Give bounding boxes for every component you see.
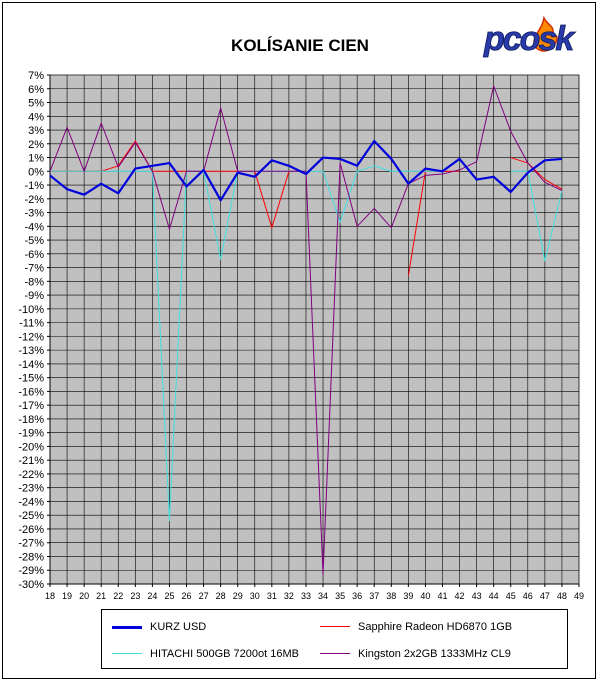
x-tick-label: 37 xyxy=(369,591,379,601)
x-axis-ticks: 18 19 20 21 22 23 24 25 26 27 28 29 30 31 32 33 34 35 36 37… xyxy=(45,584,584,601)
y-tick-label: -2% xyxy=(24,194,44,206)
y-tick-label: -1% xyxy=(24,180,44,192)
axes xyxy=(49,75,579,585)
x-tick-label: 21 xyxy=(96,591,106,601)
x-tick-label: 39 xyxy=(403,591,413,601)
x-tick-label: 46 xyxy=(523,591,533,601)
y-tick-label: 0% xyxy=(28,166,44,178)
x-tick-label: 29 xyxy=(233,591,243,601)
y-tick-label: -28% xyxy=(18,551,44,563)
pcosk-logo: pcosk xyxy=(483,15,579,58)
y-tick-label: -16% xyxy=(18,386,44,398)
y-tick-label: -5% xyxy=(24,235,44,247)
y-tick-label: -22% xyxy=(18,469,44,481)
y-tick-label: -14% xyxy=(18,359,44,371)
y-tick-label: -7% xyxy=(24,263,44,275)
y-tick-label: -9% xyxy=(24,290,44,302)
y-tick-label: -21% xyxy=(18,455,44,467)
x-tick-label: 41 xyxy=(437,591,447,601)
legend-swatch-hitachi xyxy=(112,653,142,654)
y-tick-label: -27% xyxy=(18,538,44,550)
x-tick-label: 43 xyxy=(472,591,482,601)
y-tick-label: 1% xyxy=(28,153,44,165)
y-tick-label: -4% xyxy=(24,221,44,233)
x-tick-label: 45 xyxy=(506,591,516,601)
x-tick-label: 18 xyxy=(45,591,55,601)
y-tick-label: -30% xyxy=(18,579,44,591)
x-tick-label: 25 xyxy=(164,591,174,601)
y-tick-label: 4% xyxy=(28,111,44,123)
x-tick-label: 20 xyxy=(79,591,89,601)
legend-swatch-kingston xyxy=(320,653,350,654)
y-tick-label: 7% xyxy=(28,70,44,82)
y-tick-label: -24% xyxy=(18,496,44,508)
chart-title: KOLÍSANIE CIEN xyxy=(231,36,369,55)
series-lines xyxy=(49,85,563,575)
x-tick-label: 23 xyxy=(130,591,140,601)
series-line-kingston-2x2gb-1333mhz-cl9 xyxy=(49,85,563,575)
y-tick-label: -10% xyxy=(18,304,44,316)
y-tick-label: -17% xyxy=(18,400,44,412)
gridlines xyxy=(49,74,580,585)
y-tick-label: 6% xyxy=(28,84,44,96)
plot-area xyxy=(49,74,580,585)
legend-label: KURZ USD xyxy=(150,621,207,633)
x-tick-label: 26 xyxy=(182,591,192,601)
x-tick-label: 49 xyxy=(574,591,584,601)
y-tick-label: 2% xyxy=(28,139,44,151)
x-tick-label: 19 xyxy=(62,591,72,601)
x-tick-label: 24 xyxy=(147,591,157,601)
y-axis-ticks: 7% 6% 5%4% 3% 2% 1%0% -1% -2% -3%-4% -5% -6% -7%-8%… xyxy=(18,70,50,591)
x-tick-label: 31 xyxy=(267,591,277,601)
x-tick-label: 44 xyxy=(489,591,499,601)
x-tick-label: 22 xyxy=(113,591,123,601)
y-tick-label: -11% xyxy=(19,318,44,330)
y-tick-label: -15% xyxy=(18,373,44,385)
legend-swatch-kurz-usd xyxy=(112,626,142,629)
x-tick-label: 42 xyxy=(455,591,465,601)
y-tick-label: 5% xyxy=(28,98,44,110)
legend-swatch-sapphire xyxy=(320,626,350,627)
y-tick-label: -6% xyxy=(24,249,44,261)
series-line-kurz-usd xyxy=(49,139,563,202)
y-tick-label: -29% xyxy=(18,565,44,577)
y-tick-label: -25% xyxy=(18,510,44,522)
y-tick-label: -18% xyxy=(18,414,44,426)
x-tick-label: 33 xyxy=(301,591,311,601)
svg-text:pcosk: pcosk xyxy=(483,20,576,58)
legend-label: Sapphire Radeon HD6870 1GB xyxy=(358,621,513,633)
x-tick-label: 30 xyxy=(250,591,260,601)
y-tick-label: -26% xyxy=(18,524,44,536)
y-tick-label: -23% xyxy=(18,483,44,495)
y-tick-label: 3% xyxy=(28,125,44,137)
x-tick-label: 36 xyxy=(352,591,362,601)
y-tick-label: -19% xyxy=(18,428,44,440)
legend: KURZ USD Sapphire Radeon HD6870 1GB HITA… xyxy=(101,609,568,669)
y-tick-label: -13% xyxy=(18,345,44,357)
y-tick-label: -3% xyxy=(24,208,44,220)
y-tick-label: -20% xyxy=(18,441,44,453)
x-tick-label: 27 xyxy=(199,591,209,601)
x-tick-label: 28 xyxy=(216,591,226,601)
x-tick-label: 48 xyxy=(557,591,567,601)
x-tick-label: 38 xyxy=(386,591,396,601)
x-tick-label: 34 xyxy=(318,591,328,601)
legend-label: Kingston 2x2GB 1333MHz CL9 xyxy=(358,648,511,660)
x-tick-label: 40 xyxy=(420,591,430,601)
y-tick-label: -8% xyxy=(24,276,44,288)
x-tick-label: 47 xyxy=(540,591,550,601)
legend-label: HITACHI 500GB 7200ot 16MB xyxy=(150,648,299,660)
x-tick-label: 32 xyxy=(284,591,294,601)
x-tick-label: 35 xyxy=(335,591,345,601)
y-tick-label: -12% xyxy=(18,331,44,343)
